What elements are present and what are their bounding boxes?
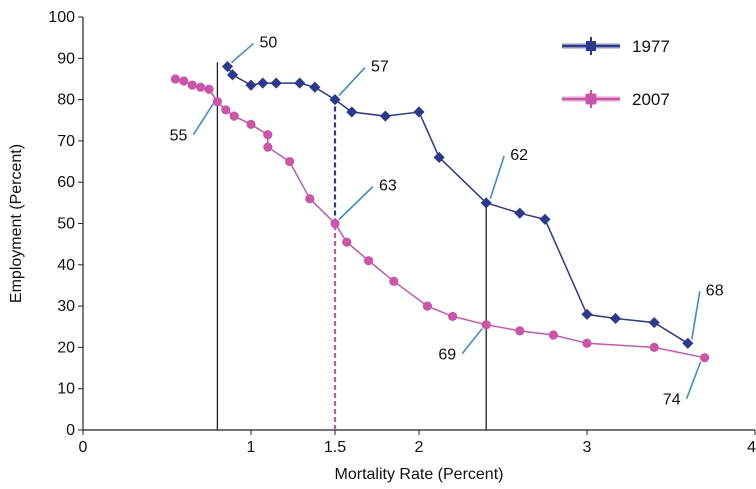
point-2007 [389, 276, 399, 286]
point-2007 [221, 105, 231, 115]
point-2007 [649, 342, 659, 352]
annotation-label: 68 [706, 282, 724, 299]
annotation-leader [461, 328, 483, 355]
point-2007 [330, 218, 340, 229]
point-2007 [448, 311, 458, 322]
annotation-label: 62 [510, 147, 528, 164]
point-1977 [648, 317, 660, 329]
point-1977 [609, 312, 622, 325]
point-1977 [379, 110, 391, 122]
point-2007 [170, 74, 180, 84]
series-line-2007 [175, 78, 705, 359]
point-2007 [212, 97, 222, 107]
x-tick-label: 3 [583, 439, 592, 456]
point-2007 [179, 76, 189, 86]
annotation-label: 50 [259, 35, 277, 52]
x-tick-label: 4 [747, 439, 756, 456]
point-1977 [514, 207, 526, 219]
point-2007 [582, 338, 592, 348]
point-2007 [285, 156, 295, 167]
series-line-1977 [226, 66, 689, 344]
annotation-leader [685, 361, 702, 400]
x-axis-title: Mortality Rate (Percent) [335, 466, 504, 483]
y-tick-label: 80 [57, 92, 75, 109]
y-tick-label: 50 [57, 216, 75, 233]
annotation-label: 57 [371, 59, 389, 76]
annotation-leader [691, 291, 701, 340]
point-2007 [263, 130, 273, 140]
point-1977 [245, 79, 257, 91]
y-tick-label: 60 [57, 174, 75, 191]
point-2007 [263, 142, 273, 152]
annotation-leader [192, 103, 215, 136]
annotation-label: 55 [170, 128, 188, 145]
legend-label-1977: 1977 [632, 37, 670, 56]
point-1977 [226, 69, 239, 81]
annotation-leader [230, 42, 255, 64]
point-1977 [221, 60, 234, 73]
axes: 0 10 20 30 40 50 60 70 80 90 100 0 1 1.5 2 3 4 [48, 9, 756, 456]
annotations: 50 57 55 63 62 69 68 74 [170, 35, 724, 409]
point-2007 [246, 119, 256, 129]
x-tick-label: 1 [247, 439, 256, 456]
legend-marker-1977 [586, 41, 596, 51]
annotation-label: 69 [438, 347, 456, 364]
y-tick-label: 70 [57, 133, 75, 150]
point-2007 [700, 353, 710, 363]
point-2007 [305, 194, 315, 204]
x-tick-label: 1.5 [324, 439, 346, 456]
point-1977 [413, 106, 425, 118]
y-tick-label: 100 [48, 9, 75, 26]
legend: 1977 2007 [562, 37, 670, 109]
point-1977 [433, 151, 445, 163]
point-1977 [682, 337, 694, 349]
point-1977 [539, 213, 551, 225]
point-1977 [346, 106, 358, 118]
x-tick-label: 0 [79, 439, 88, 456]
point-2007 [196, 82, 206, 92]
point-2007 [204, 84, 214, 94]
annotation-leader [338, 67, 366, 97]
y-tick-label: 20 [57, 339, 75, 356]
point-2007 [422, 301, 432, 311]
point-2007 [342, 237, 352, 247]
annotation-label: 63 [379, 178, 397, 195]
y-tick-label: 30 [57, 298, 75, 315]
point-2007 [481, 320, 491, 330]
point-2007 [515, 326, 525, 336]
point-2007 [187, 80, 197, 90]
annotation-leader [489, 155, 505, 200]
annotation-leader [338, 185, 374, 221]
x-tick-label: 2 [415, 439, 424, 456]
point-1977 [270, 77, 282, 89]
data-series [170, 60, 710, 363]
point-1977 [294, 77, 306, 89]
point-1977 [257, 77, 269, 89]
point-1977 [329, 94, 341, 106]
legend-label-2007: 2007 [632, 90, 670, 109]
y-axis-title: Employment (Percent) [8, 144, 25, 303]
legend-marker-2007 [585, 93, 597, 105]
point-1977 [309, 81, 321, 93]
point-2007 [229, 111, 239, 121]
point-1977 [480, 197, 492, 209]
point-2007 [548, 330, 559, 340]
annotation-label: 74 [663, 392, 681, 409]
point-1977 [581, 308, 593, 320]
y-tick-label: 40 [57, 257, 75, 274]
y-tick-label: 0 [66, 422, 75, 439]
vertical-reference-lines [216, 62, 487, 430]
y-tick-label: 10 [57, 381, 75, 398]
y-tick-label: 90 [57, 50, 75, 67]
point-2007 [364, 256, 374, 266]
